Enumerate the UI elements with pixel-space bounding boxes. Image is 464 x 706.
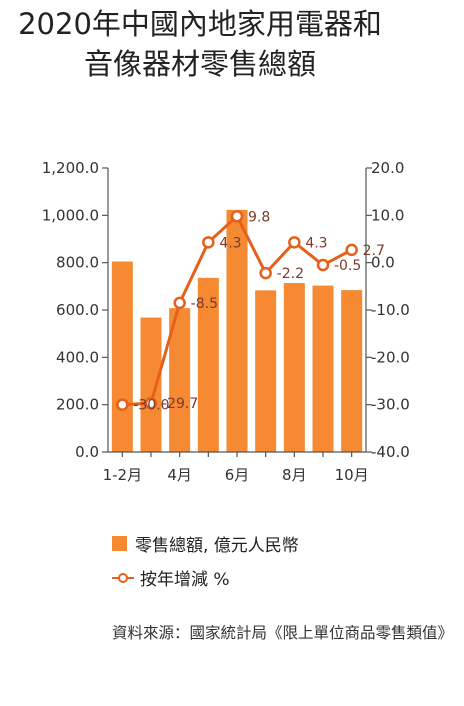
x-tick-label-2: 6月 xyxy=(225,466,250,484)
x-tick-label-0: 1-2月 xyxy=(103,466,143,484)
line-point-3 xyxy=(202,236,215,249)
y-left-tick-label-5: 1,000.0 xyxy=(42,206,99,224)
x-tick-label-3: 8月 xyxy=(282,466,307,484)
y-right-tick-label-5: 10.0 xyxy=(371,206,404,224)
x-tick-label-1: 4月 xyxy=(167,466,192,484)
data-labels: -30.0-29.7-8.54.39.8-2.24.3-0.52.7 xyxy=(133,209,385,413)
data-label-3: 4.3 xyxy=(219,235,241,251)
y-right-tick-label-3: -10.0 xyxy=(371,301,410,319)
data-label-4: 9.8 xyxy=(248,209,270,225)
legend-bar-label: 零售總額, 億元人民幣 xyxy=(135,535,299,556)
data-label-1: -29.7 xyxy=(162,396,198,412)
y-right-tick-label-6: 20.0 xyxy=(371,159,404,177)
line-point-8 xyxy=(345,243,358,257)
y-right-tick-label-2: -20.0 xyxy=(371,348,410,366)
data-label-6: 4.3 xyxy=(305,235,327,251)
bar-4 xyxy=(226,209,248,452)
legend-item-line: 按年增減 % xyxy=(112,560,299,594)
x-tick-label-4: 10月 xyxy=(335,466,369,484)
legend-line-label: 按年增減 % xyxy=(140,569,230,590)
y-left-tick-label-0: 0.0 xyxy=(75,443,99,461)
legend-bar-swatch xyxy=(112,535,127,551)
data-label-8: 2.7 xyxy=(363,243,385,259)
line-point-6 xyxy=(288,236,301,249)
bar-1 xyxy=(140,317,162,452)
source-note: 資料來源：國家統計局《限上單位商品零售類值》 xyxy=(112,624,454,642)
bar-8 xyxy=(341,290,363,452)
data-label-7: -0.5 xyxy=(334,258,361,274)
line-point-1 xyxy=(144,396,158,410)
y-right-tick-label-0: -40.0 xyxy=(371,443,410,461)
chart-axes: 0.0 200.0 400.0 600.0 800.0 1,000.0 1,200.0 -40… xyxy=(42,159,410,484)
data-label-0: -30.0 xyxy=(133,398,169,414)
bar-2 xyxy=(169,308,191,452)
y-left-tick-label-6: 1,200.0 xyxy=(42,159,99,177)
bar-5 xyxy=(255,290,277,452)
line-point-4 xyxy=(230,210,244,223)
legend-item-bar: 零售總額, 億元人民幣 xyxy=(112,526,299,560)
line-point-5 xyxy=(259,266,272,280)
y-right-tick-label-4: 0.0 xyxy=(371,254,395,272)
data-label-2: -8.5 xyxy=(191,296,218,312)
chart-legend: 零售總額, 億元人民幣 按年增減 % xyxy=(112,526,299,594)
bar-7 xyxy=(312,285,334,452)
chart-title: 2020年中國內地家用電器和音像器材零售總額 xyxy=(18,7,382,81)
combo-chart: 0.0 200.0 400.0 600.0 800.0 1,000.0 1,200.0 -40… xyxy=(42,159,410,484)
bar-3 xyxy=(197,277,219,452)
bar-6 xyxy=(283,283,305,452)
y-left-tick-label-3: 600.0 xyxy=(56,301,99,319)
bar-series xyxy=(111,209,363,452)
y-left-tick-label-4: 800.0 xyxy=(56,254,99,272)
y-left-tick-label-2: 400.0 xyxy=(56,348,99,366)
legend-line-swatch xyxy=(112,570,134,585)
line-point-2 xyxy=(173,296,186,310)
y-left-tick-label-1: 200.0 xyxy=(56,396,99,414)
y-right-tick-label-1: -30.0 xyxy=(371,396,410,414)
line-point-7 xyxy=(316,258,330,272)
line-series xyxy=(116,210,358,411)
bar-0 xyxy=(111,261,133,452)
line-point-0 xyxy=(116,398,129,411)
data-label-5: -2.2 xyxy=(277,266,304,282)
